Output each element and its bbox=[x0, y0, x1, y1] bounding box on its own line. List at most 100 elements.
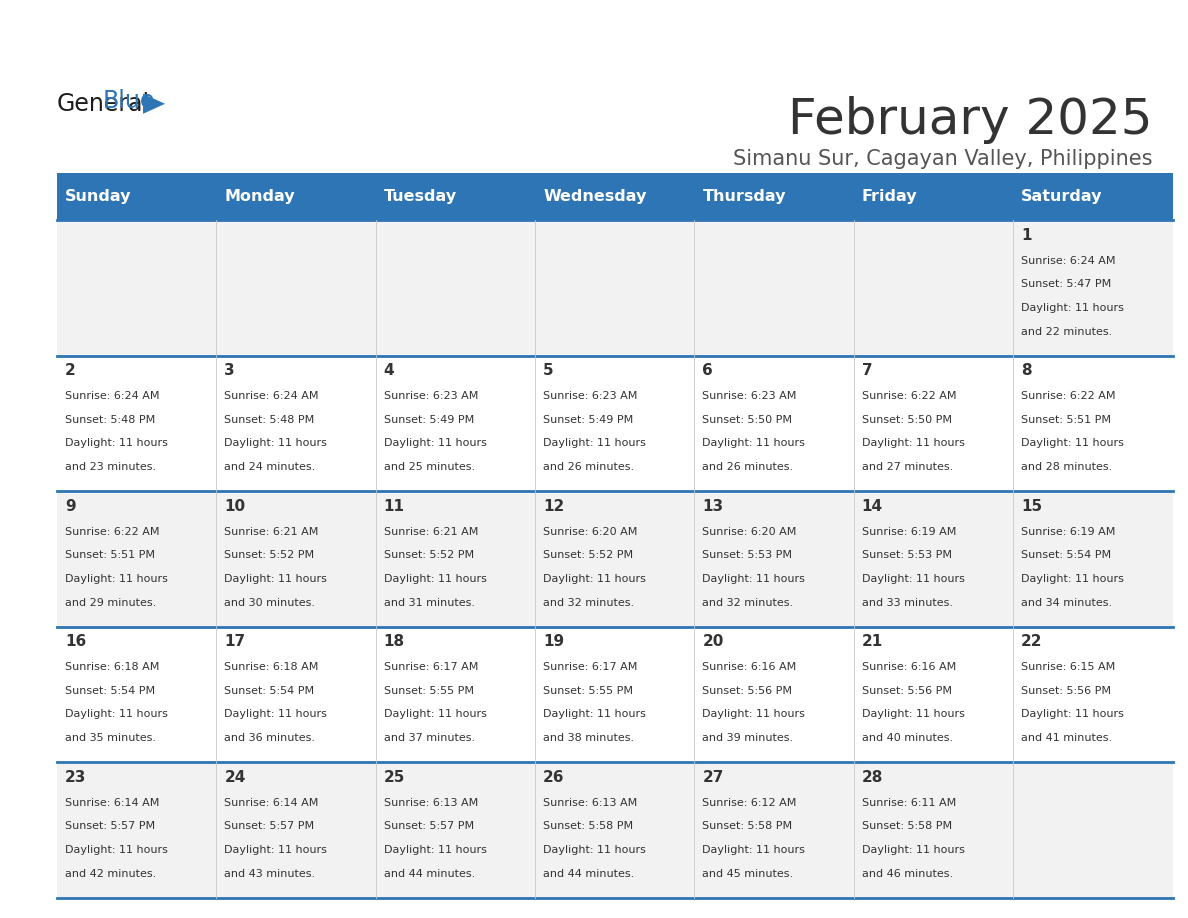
Text: Sunrise: 6:19 AM: Sunrise: 6:19 AM bbox=[861, 527, 956, 536]
Text: Daylight: 11 hours: Daylight: 11 hours bbox=[861, 574, 965, 584]
Bar bbox=[535, 220, 695, 356]
Bar bbox=[854, 173, 1013, 220]
Text: and 29 minutes.: and 29 minutes. bbox=[65, 598, 157, 608]
Bar bbox=[375, 491, 535, 627]
Text: 13: 13 bbox=[702, 498, 723, 514]
Bar bbox=[375, 173, 535, 220]
Text: and 42 minutes.: and 42 minutes. bbox=[65, 868, 157, 879]
Text: 14: 14 bbox=[861, 498, 883, 514]
Text: Sunrise: 6:17 AM: Sunrise: 6:17 AM bbox=[384, 662, 478, 672]
Text: Sunset: 5:47 PM: Sunset: 5:47 PM bbox=[1022, 279, 1112, 289]
Bar bbox=[57, 356, 216, 491]
Text: Sunset: 5:50 PM: Sunset: 5:50 PM bbox=[702, 415, 792, 425]
Text: Daylight: 11 hours: Daylight: 11 hours bbox=[225, 845, 327, 855]
Text: and 30 minutes.: and 30 minutes. bbox=[225, 598, 315, 608]
Text: Sunset: 5:55 PM: Sunset: 5:55 PM bbox=[384, 686, 474, 696]
Text: and 24 minutes.: and 24 minutes. bbox=[225, 462, 316, 472]
Bar bbox=[375, 356, 535, 491]
Text: Sunrise: 6:16 AM: Sunrise: 6:16 AM bbox=[702, 662, 797, 672]
Text: Simanu Sur, Cagayan Valley, Philippines: Simanu Sur, Cagayan Valley, Philippines bbox=[733, 149, 1152, 169]
Text: Daylight: 11 hours: Daylight: 11 hours bbox=[384, 439, 487, 449]
Text: 1: 1 bbox=[1022, 228, 1031, 242]
Text: 27: 27 bbox=[702, 770, 723, 785]
Text: Daylight: 11 hours: Daylight: 11 hours bbox=[65, 710, 168, 720]
Bar bbox=[216, 627, 375, 762]
Bar bbox=[216, 173, 375, 220]
Text: Thursday: Thursday bbox=[702, 189, 786, 204]
Text: Sunset: 5:57 PM: Sunset: 5:57 PM bbox=[384, 822, 474, 831]
Bar bbox=[535, 762, 695, 898]
Text: Daylight: 11 hours: Daylight: 11 hours bbox=[384, 710, 487, 720]
Bar bbox=[535, 627, 695, 762]
Text: 23: 23 bbox=[65, 770, 87, 785]
Bar bbox=[1013, 220, 1173, 356]
Text: and 33 minutes.: and 33 minutes. bbox=[861, 598, 953, 608]
Text: Sunset: 5:58 PM: Sunset: 5:58 PM bbox=[543, 822, 633, 831]
Bar bbox=[57, 491, 216, 627]
Text: 17: 17 bbox=[225, 634, 246, 649]
Text: Sunset: 5:54 PM: Sunset: 5:54 PM bbox=[1022, 550, 1111, 560]
Text: 9: 9 bbox=[65, 498, 76, 514]
Text: Sunset: 5:52 PM: Sunset: 5:52 PM bbox=[225, 550, 315, 560]
Text: Daylight: 11 hours: Daylight: 11 hours bbox=[1022, 439, 1124, 449]
Text: Sunset: 5:58 PM: Sunset: 5:58 PM bbox=[861, 822, 952, 831]
Text: Sunrise: 6:18 AM: Sunrise: 6:18 AM bbox=[65, 662, 159, 672]
Text: General: General bbox=[57, 92, 150, 116]
Text: and 45 minutes.: and 45 minutes. bbox=[702, 868, 794, 879]
Bar bbox=[854, 491, 1013, 627]
Text: 7: 7 bbox=[861, 364, 872, 378]
Text: Sunrise: 6:23 AM: Sunrise: 6:23 AM bbox=[384, 391, 478, 401]
Bar bbox=[57, 220, 216, 356]
Text: Sunday: Sunday bbox=[65, 189, 132, 204]
Text: Sunset: 5:53 PM: Sunset: 5:53 PM bbox=[702, 550, 792, 560]
Text: Sunrise: 6:13 AM: Sunrise: 6:13 AM bbox=[384, 798, 478, 808]
Text: and 28 minutes.: and 28 minutes. bbox=[1022, 462, 1112, 472]
Text: 12: 12 bbox=[543, 498, 564, 514]
Text: 18: 18 bbox=[384, 634, 405, 649]
Text: 3: 3 bbox=[225, 364, 235, 378]
Bar bbox=[695, 627, 854, 762]
Text: Sunrise: 6:24 AM: Sunrise: 6:24 AM bbox=[225, 391, 318, 401]
Text: Sunset: 5:57 PM: Sunset: 5:57 PM bbox=[65, 822, 156, 831]
Text: and 25 minutes.: and 25 minutes. bbox=[384, 462, 475, 472]
Bar bbox=[375, 220, 535, 356]
Bar bbox=[535, 356, 695, 491]
Text: and 32 minutes.: and 32 minutes. bbox=[543, 598, 634, 608]
Bar bbox=[1013, 762, 1173, 898]
Text: 2: 2 bbox=[65, 364, 76, 378]
Text: Sunrise: 6:14 AM: Sunrise: 6:14 AM bbox=[65, 798, 159, 808]
Text: February 2025: February 2025 bbox=[788, 96, 1152, 144]
Text: Sunrise: 6:11 AM: Sunrise: 6:11 AM bbox=[861, 798, 956, 808]
Text: Daylight: 11 hours: Daylight: 11 hours bbox=[543, 574, 646, 584]
Text: and 46 minutes.: and 46 minutes. bbox=[861, 868, 953, 879]
Text: Sunset: 5:56 PM: Sunset: 5:56 PM bbox=[702, 686, 792, 696]
Text: and 27 minutes.: and 27 minutes. bbox=[861, 462, 953, 472]
Text: Daylight: 11 hours: Daylight: 11 hours bbox=[861, 439, 965, 449]
Bar bbox=[57, 173, 216, 220]
Text: Sunset: 5:58 PM: Sunset: 5:58 PM bbox=[702, 822, 792, 831]
Text: Daylight: 11 hours: Daylight: 11 hours bbox=[861, 845, 965, 855]
Text: Sunrise: 6:22 AM: Sunrise: 6:22 AM bbox=[65, 527, 159, 536]
Text: Sunrise: 6:17 AM: Sunrise: 6:17 AM bbox=[543, 662, 638, 672]
Text: and 26 minutes.: and 26 minutes. bbox=[543, 462, 634, 472]
Bar bbox=[695, 173, 854, 220]
Text: Daylight: 11 hours: Daylight: 11 hours bbox=[861, 710, 965, 720]
Text: Daylight: 11 hours: Daylight: 11 hours bbox=[384, 845, 487, 855]
Text: Tuesday: Tuesday bbox=[384, 189, 457, 204]
Text: 6: 6 bbox=[702, 364, 713, 378]
Bar bbox=[216, 356, 375, 491]
Text: Daylight: 11 hours: Daylight: 11 hours bbox=[702, 574, 805, 584]
Text: and 32 minutes.: and 32 minutes. bbox=[702, 598, 794, 608]
Text: Sunrise: 6:14 AM: Sunrise: 6:14 AM bbox=[225, 798, 318, 808]
Text: Sunset: 5:53 PM: Sunset: 5:53 PM bbox=[861, 550, 952, 560]
Text: 8: 8 bbox=[1022, 364, 1032, 378]
Bar bbox=[216, 220, 375, 356]
Text: and 31 minutes.: and 31 minutes. bbox=[384, 598, 475, 608]
Text: Daylight: 11 hours: Daylight: 11 hours bbox=[543, 439, 646, 449]
Text: Sunrise: 6:12 AM: Sunrise: 6:12 AM bbox=[702, 798, 797, 808]
Text: 19: 19 bbox=[543, 634, 564, 649]
Text: 11: 11 bbox=[384, 498, 405, 514]
Text: Sunrise: 6:16 AM: Sunrise: 6:16 AM bbox=[861, 662, 956, 672]
Text: Sunset: 5:49 PM: Sunset: 5:49 PM bbox=[384, 415, 474, 425]
Text: Sunset: 5:51 PM: Sunset: 5:51 PM bbox=[1022, 415, 1111, 425]
